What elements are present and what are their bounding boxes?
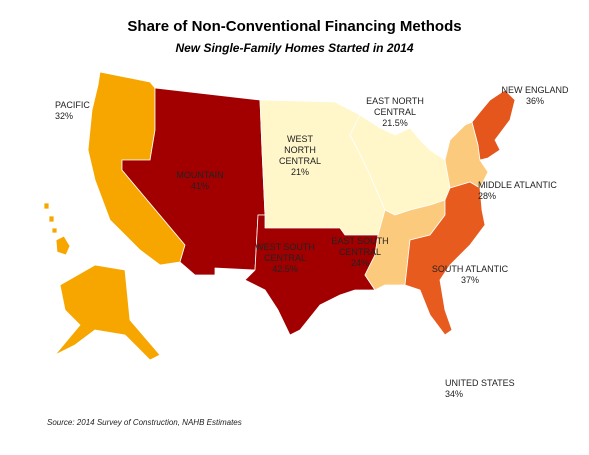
region-value: 28% xyxy=(478,191,497,201)
region-name: MIDDLE ATLANTIC xyxy=(478,180,557,190)
region-shape xyxy=(43,202,58,234)
region-value: 24% xyxy=(350,258,369,268)
region-name: WEST NORTH CENTRAL xyxy=(278,134,321,166)
title: Share of Non-Conventional Financing Meth… xyxy=(127,18,462,35)
region-name: MOUNTAIN xyxy=(176,170,224,180)
national-value: 34% xyxy=(445,389,464,399)
region-value: 32% xyxy=(55,111,74,121)
region-name: WEST SOUTH CENTRAL xyxy=(255,242,315,263)
region-shape xyxy=(404,181,486,336)
region-value: 21.5% xyxy=(382,118,408,128)
region-value: 42.5% xyxy=(272,264,298,274)
region-name: SOUTH ATLANTIC xyxy=(431,264,509,274)
source-note: Source: 2014 Survey of Construction, NAH… xyxy=(47,418,242,427)
region-name: PACIFIC xyxy=(55,100,90,110)
region-value: 36% xyxy=(525,96,544,106)
region-shape xyxy=(55,235,71,256)
subtitle: New Single-Family Homes Started in 2014 xyxy=(175,41,414,55)
region-shape xyxy=(471,89,516,161)
region-name: EAST NORTH CENTRAL xyxy=(366,96,424,117)
region-value: 37% xyxy=(460,275,479,285)
region-name: NEW ENGLAND xyxy=(501,85,569,95)
region-value: 21% xyxy=(290,167,309,177)
region-name: EAST SOUTH CENTRAL xyxy=(331,236,389,257)
national-name: UNITED STATES xyxy=(445,378,515,388)
region-shape xyxy=(54,264,161,361)
region-shape xyxy=(244,214,379,336)
region-value: 41% xyxy=(190,181,209,191)
